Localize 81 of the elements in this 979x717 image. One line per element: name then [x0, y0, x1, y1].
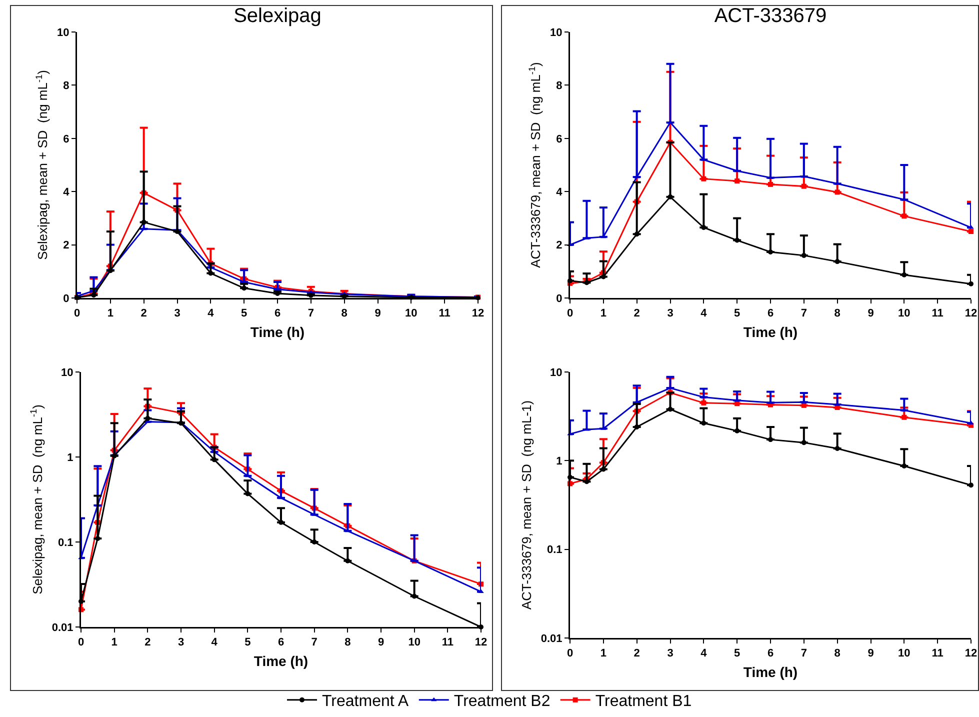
y-tick-label: 2	[63, 240, 70, 252]
x-tick-label: 5	[241, 308, 248, 320]
y-tick-label: 0	[63, 292, 70, 305]
x-tick-label: 7	[800, 648, 807, 660]
x-tick-label: 1	[600, 648, 606, 660]
y-tick-label: 8	[63, 80, 70, 92]
x-tick-label: 0	[566, 308, 574, 320]
y-tick-label: 10	[57, 26, 70, 39]
y-tick-label: 6	[63, 133, 70, 146]
x-tick-label: 4	[700, 648, 708, 660]
x-tick-label: 0	[566, 648, 574, 660]
x-tick-label: 10	[405, 308, 418, 320]
x-tick-label: 8	[834, 648, 840, 660]
x-axis-title: Time (h)	[254, 652, 308, 669]
x-tick-label: 12	[474, 636, 488, 649]
x-tick-label: 12	[964, 308, 978, 320]
x-tick-label: 7	[308, 308, 314, 320]
x-tick-label: 5	[734, 308, 740, 320]
x-tick-label: 6	[767, 308, 774, 320]
legend-label: Treatment B1	[595, 693, 692, 710]
x-tick-label: 11	[438, 308, 450, 320]
y-tick-label: 10	[550, 26, 562, 39]
x-tick-label: 3	[174, 308, 180, 320]
y-tick-label: 0	[556, 292, 562, 305]
y-tick-label: 10	[550, 366, 562, 379]
y-tick-label: 8	[556, 80, 562, 92]
x-tick-label: 5	[244, 636, 251, 649]
y-tick-label: 1	[67, 452, 74, 464]
x-axis-title: Time (h)	[743, 324, 798, 340]
y-tick-label: 0.1	[547, 544, 562, 556]
x-tick-label: 11	[932, 308, 944, 320]
x-tick-label: 2	[634, 308, 640, 320]
y-tick-label: 10	[61, 366, 74, 379]
x-tick-label: 7	[311, 636, 318, 649]
x-tick-label: 3	[667, 648, 674, 660]
x-tick-label: 8	[834, 308, 840, 320]
y-tick-label: 4	[556, 186, 564, 198]
y-tick-label: 0.01	[52, 622, 74, 634]
y-axis-title: ACT-333679, mean + SD (ng mL-1)	[519, 400, 534, 610]
x-tick-label: 12	[472, 308, 484, 320]
x-tick-label: 9	[868, 648, 874, 660]
x-tick-label: 2	[144, 636, 151, 649]
x-tick-label: 2	[634, 648, 640, 660]
x-tick-label: 8	[344, 636, 351, 649]
x-tick-label: 7	[800, 308, 807, 320]
x-axis-title: Time (h)	[250, 324, 305, 340]
chart-title: ACT-333679	[714, 5, 827, 27]
x-tick-label: 10	[898, 308, 910, 320]
x-tick-label: 8	[341, 308, 348, 320]
x-tick-label: 3	[667, 308, 674, 320]
y-tick-label: 6	[556, 133, 562, 146]
x-tick-label: 1	[107, 308, 114, 320]
x-tick-label: 9	[868, 308, 874, 320]
y-tick-label: 0.01	[540, 632, 562, 645]
y-tick-label: 0.1	[58, 536, 74, 549]
x-tick-label: 0	[78, 636, 84, 649]
x-tick-label: 9	[374, 308, 381, 320]
y-tick-label: 1	[556, 456, 562, 468]
x-tick-label: 4	[208, 308, 215, 320]
x-tick-label: 9	[378, 636, 384, 649]
x-tick-label: 3	[178, 636, 184, 649]
legend-label: Treatment B2	[454, 693, 550, 710]
y-tick-label: 2	[556, 240, 562, 252]
x-tick-label: 11	[932, 648, 944, 660]
x-tick-label: 6	[274, 308, 281, 320]
x-tick-label: 4	[211, 636, 218, 649]
x-tick-label: 1	[111, 636, 118, 649]
x-tick-label: 4	[700, 308, 708, 320]
x-tick-label: 12	[964, 648, 978, 660]
x-tick-label: 10	[898, 648, 910, 660]
legend-label: Treatment A	[322, 693, 409, 710]
x-tick-label: 6	[278, 636, 284, 649]
x-tick-label: 2	[140, 308, 147, 320]
x-tick-label: 1	[600, 308, 606, 320]
x-tick-label: 6	[767, 648, 774, 660]
chart-title: Selexipag	[234, 5, 322, 27]
y-tick-label: 4	[63, 186, 70, 198]
x-tick-label: 5	[734, 648, 740, 660]
x-tick-label: 11	[442, 636, 454, 649]
x-axis-title: Time (h)	[743, 664, 798, 680]
x-tick-label: 10	[408, 636, 420, 649]
